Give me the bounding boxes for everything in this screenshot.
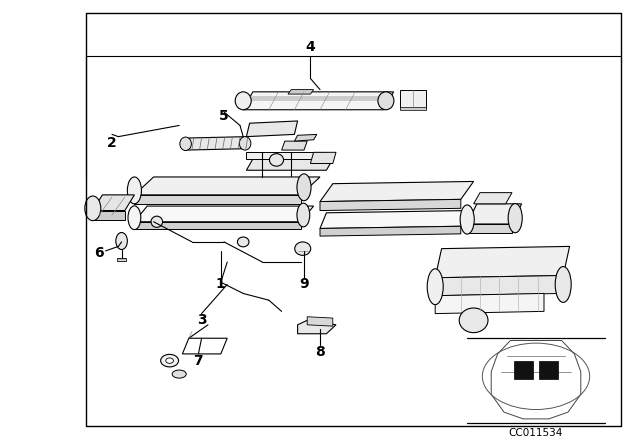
- Polygon shape: [246, 152, 326, 159]
- Text: 6: 6: [94, 246, 104, 260]
- Polygon shape: [310, 152, 336, 164]
- Polygon shape: [282, 141, 307, 150]
- Ellipse shape: [269, 154, 284, 166]
- Polygon shape: [320, 181, 474, 202]
- Polygon shape: [134, 222, 301, 229]
- Ellipse shape: [460, 308, 488, 332]
- Ellipse shape: [84, 196, 101, 221]
- Polygon shape: [474, 193, 512, 204]
- Polygon shape: [134, 206, 314, 222]
- Ellipse shape: [239, 137, 251, 150]
- Ellipse shape: [116, 233, 127, 250]
- Polygon shape: [243, 92, 394, 110]
- Text: 7: 7: [193, 353, 204, 368]
- Ellipse shape: [151, 216, 163, 228]
- Polygon shape: [320, 211, 467, 228]
- Polygon shape: [435, 276, 563, 296]
- Ellipse shape: [236, 92, 252, 110]
- Polygon shape: [243, 96, 384, 101]
- Polygon shape: [435, 293, 544, 314]
- Polygon shape: [246, 159, 333, 170]
- Text: 2: 2: [107, 136, 117, 151]
- Polygon shape: [307, 317, 333, 326]
- Ellipse shape: [161, 354, 179, 367]
- Polygon shape: [467, 204, 522, 224]
- Ellipse shape: [460, 205, 474, 234]
- Polygon shape: [467, 224, 512, 233]
- Ellipse shape: [166, 358, 173, 363]
- Polygon shape: [186, 137, 246, 150]
- Ellipse shape: [297, 203, 310, 227]
- Polygon shape: [400, 107, 426, 110]
- Ellipse shape: [428, 269, 444, 305]
- Ellipse shape: [127, 177, 141, 204]
- Ellipse shape: [378, 92, 394, 110]
- Polygon shape: [93, 195, 134, 211]
- Text: 3: 3: [196, 313, 207, 327]
- Polygon shape: [435, 246, 570, 278]
- Text: 9: 9: [299, 277, 309, 292]
- Text: 8: 8: [315, 345, 325, 359]
- Ellipse shape: [172, 370, 186, 378]
- Polygon shape: [294, 134, 317, 141]
- Polygon shape: [514, 361, 532, 379]
- Polygon shape: [117, 258, 126, 261]
- Polygon shape: [320, 226, 461, 236]
- Polygon shape: [134, 177, 320, 195]
- Polygon shape: [400, 90, 426, 108]
- Ellipse shape: [508, 203, 522, 233]
- Text: 1: 1: [216, 277, 226, 292]
- Polygon shape: [540, 361, 559, 379]
- Ellipse shape: [294, 242, 311, 255]
- Text: 5: 5: [219, 109, 229, 124]
- Text: 4: 4: [305, 40, 316, 54]
- Polygon shape: [246, 121, 298, 137]
- Text: CC011534: CC011534: [509, 428, 563, 438]
- Ellipse shape: [180, 137, 191, 151]
- Polygon shape: [298, 320, 336, 334]
- Polygon shape: [320, 199, 461, 211]
- Polygon shape: [134, 195, 301, 204]
- Ellipse shape: [556, 267, 572, 302]
- Ellipse shape: [128, 206, 141, 230]
- Polygon shape: [288, 90, 314, 94]
- Polygon shape: [93, 211, 125, 220]
- Ellipse shape: [237, 237, 249, 247]
- Ellipse shape: [297, 174, 311, 201]
